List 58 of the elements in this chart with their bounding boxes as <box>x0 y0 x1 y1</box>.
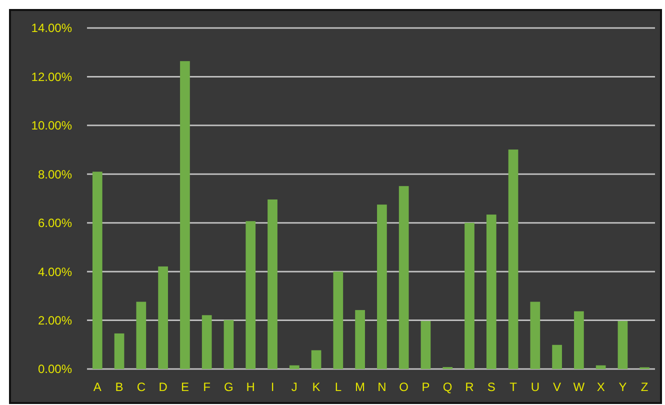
bar <box>180 61 190 369</box>
bar <box>420 321 431 369</box>
x-tick-label: B <box>115 380 124 394</box>
bar <box>202 315 212 369</box>
x-tick-label: I <box>270 380 274 394</box>
x-tick-label: L <box>334 380 342 394</box>
bar <box>618 321 628 369</box>
bar <box>530 302 540 369</box>
x-tick-label: F <box>203 380 211 394</box>
x-tick-label: K <box>312 380 320 394</box>
bar <box>246 221 256 369</box>
x-tick-label: N <box>378 380 386 394</box>
y-tick-label: 2.00% <box>38 313 72 328</box>
x-tick-label: Z <box>640 380 648 394</box>
x-tick-label: M <box>355 380 366 394</box>
bar <box>289 365 300 369</box>
y-tick-label: 10.00% <box>31 118 72 133</box>
x-tick-label: H <box>246 380 255 394</box>
x-tick-label: X <box>596 380 605 394</box>
bar <box>486 214 496 369</box>
bar <box>224 320 234 369</box>
y-tick-label: 8.00% <box>38 167 72 182</box>
x-tick-label: U <box>530 380 540 394</box>
bar <box>355 310 365 369</box>
x-tick-label: S <box>487 380 496 394</box>
x-tick-label: T <box>510 380 518 394</box>
x-tick-label: O <box>399 380 409 394</box>
x-tick-label: G <box>224 380 234 394</box>
x-tick-label: C <box>136 380 146 394</box>
bar <box>596 365 606 369</box>
bar <box>552 344 562 369</box>
x-tick-label: A <box>93 380 102 394</box>
x-tick-label: W <box>573 380 586 394</box>
bar <box>377 204 387 369</box>
bar <box>333 272 344 369</box>
x-tick-label: P <box>422 380 430 394</box>
bar <box>92 172 102 369</box>
x-tick-label: D <box>158 380 168 394</box>
x-tick-label: E <box>180 380 189 394</box>
bar <box>398 186 409 369</box>
bar <box>136 302 146 369</box>
y-tick-label: 6.00% <box>38 216 72 230</box>
x-tick-label: R <box>465 380 474 394</box>
y-tick-label: 14.00% <box>31 21 72 36</box>
bar <box>268 199 278 369</box>
bar <box>464 222 474 369</box>
y-tick-label: 4.00% <box>38 264 72 279</box>
x-tick-label: Y <box>618 380 627 394</box>
x-tick-label: Q <box>442 380 452 394</box>
x-tick-label: J <box>291 380 298 394</box>
bar <box>114 333 124 369</box>
bar <box>574 311 584 369</box>
bar <box>508 150 518 369</box>
y-tick-label: 0.00% <box>38 362 72 376</box>
y-tick-label: 12.00% <box>31 70 72 84</box>
bar <box>158 266 168 369</box>
bar <box>311 350 322 369</box>
x-tick-label: V <box>553 380 562 394</box>
